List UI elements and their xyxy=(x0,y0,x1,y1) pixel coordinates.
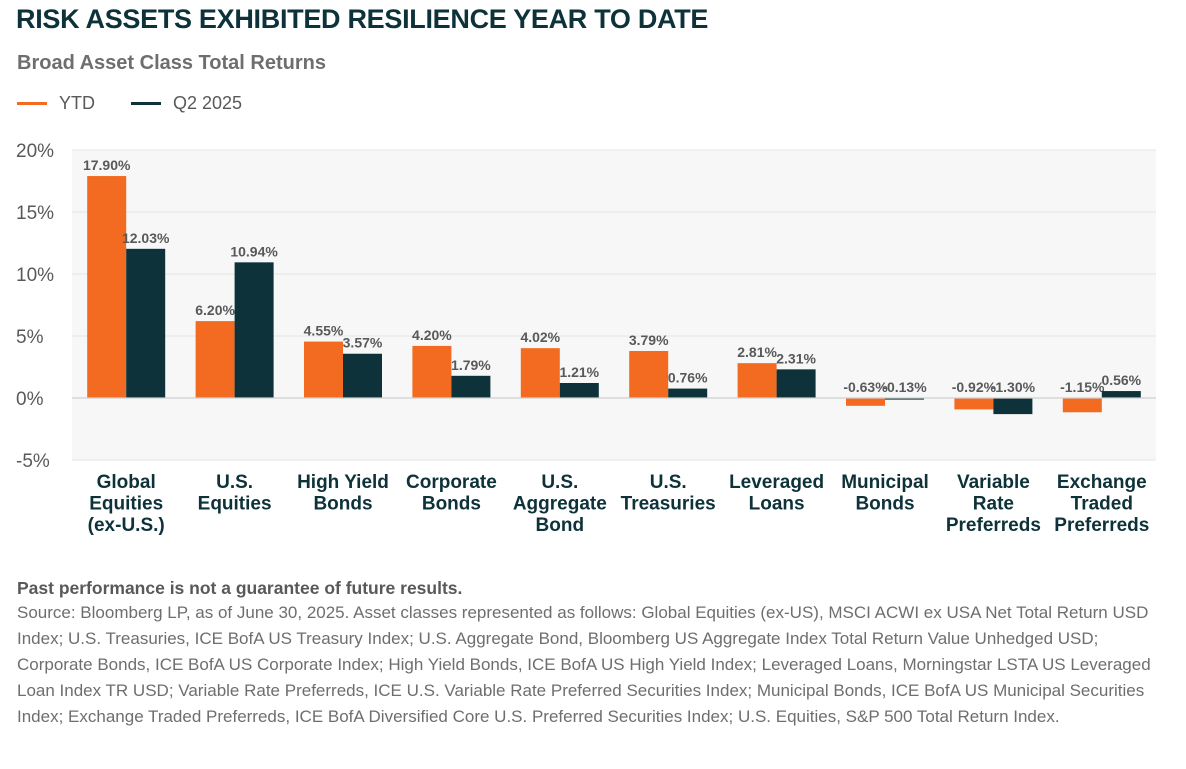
bar-q2-4 xyxy=(559,382,599,398)
x-category-label: U.S. Equities xyxy=(198,472,272,515)
bar-ytd-1 xyxy=(195,321,235,398)
x-category-label-line: Corporate xyxy=(406,472,497,493)
x-category-label-line: Global xyxy=(97,472,156,493)
data-label-q2: 2.31% xyxy=(776,350,816,366)
data-label-ytd: 17.90% xyxy=(83,157,131,173)
data-label-ytd: -0.63% xyxy=(843,379,888,395)
legend: YTD Q2 2025 xyxy=(17,93,278,114)
x-category-label: Global Equities (ex-U.S.) xyxy=(88,472,165,536)
x-category-label-line: Bonds xyxy=(422,494,481,515)
legend-swatch-q2 xyxy=(131,102,161,105)
x-category-label-line: Variable xyxy=(957,472,1030,493)
y-tick-label: -5% xyxy=(16,451,50,472)
x-category-label-line: High Yield xyxy=(297,472,389,493)
x-category-label-line: Equities xyxy=(198,494,272,515)
data-label-q2: 1.21% xyxy=(559,364,599,380)
data-label-q2: 3.57% xyxy=(343,335,383,351)
data-label-ytd: 3.79% xyxy=(629,332,669,348)
bar-ytd-4 xyxy=(520,348,560,398)
data-label-ytd: -0.92% xyxy=(952,379,997,395)
chart-title: RISK ASSETS EXHIBITED RESILIENCE YEAR TO… xyxy=(16,4,709,34)
bar-ytd-5 xyxy=(629,351,669,398)
x-category-label-line: U.S. xyxy=(216,472,253,493)
bar-ytd-9 xyxy=(1062,398,1102,413)
data-label-q2: 0.76% xyxy=(668,370,708,386)
x-category-label: High Yield Bonds xyxy=(297,472,389,515)
data-label-q2: 10.94% xyxy=(230,243,278,259)
x-category-label-line: Loans xyxy=(749,494,805,515)
y-tick-label: 0% xyxy=(16,389,44,410)
legend-item-q2: Q2 2025 xyxy=(131,93,242,114)
x-category-label-line: Equities xyxy=(89,494,163,515)
x-category-label: Variable Rate Preferreds xyxy=(946,472,1041,536)
disclaimer: Past performance is not a guarantee of f… xyxy=(17,578,463,598)
x-category-label-line: Preferreds xyxy=(1054,515,1149,536)
y-tick-label: 15% xyxy=(16,203,54,224)
x-category-label-line: Traded xyxy=(1071,494,1133,515)
x-category-label-line: Preferreds xyxy=(946,515,1041,536)
bar-q2-3 xyxy=(451,375,491,398)
y-tick-label: 20% xyxy=(16,141,54,162)
x-category-label-line: (ex-U.S.) xyxy=(88,515,165,536)
data-label-q2: 1.79% xyxy=(451,357,491,373)
bar-chart: 20% 15% 10% 5% 0% -5% 17.90% 6.20% 4.55% 4.20% 4.0… xyxy=(16,141,1156,536)
x-category-label-line: Leveraged xyxy=(729,472,824,493)
legend-label-q2: Q2 2025 xyxy=(173,93,243,113)
data-label-ytd: 4.02% xyxy=(520,329,560,345)
x-category-label-line: Bonds xyxy=(313,494,372,515)
x-category-label-line: U.S. xyxy=(650,472,687,493)
data-label-ytd: 4.20% xyxy=(412,327,452,343)
data-label-ytd: 2.81% xyxy=(737,344,777,360)
data-label-ytd: -1.15% xyxy=(1060,379,1105,395)
x-category-label: Corporate Bonds xyxy=(406,472,497,515)
y-tick-label: 5% xyxy=(16,327,44,348)
legend-item-ytd: YTD xyxy=(17,93,95,114)
data-label-ytd: 6.20% xyxy=(195,302,235,318)
x-category-label-line: U.S. xyxy=(541,472,578,493)
x-category-label: U.S. Treasuries xyxy=(621,472,716,515)
bar-ytd-7 xyxy=(846,398,885,406)
chart-subtitle: Broad Asset Class Total Returns xyxy=(17,52,326,74)
legend-swatch-ytd xyxy=(17,102,47,105)
x-category-label: Municipal Bonds xyxy=(841,472,929,515)
x-category-label-line: Treasuries xyxy=(621,494,716,515)
bar-q2-0 xyxy=(126,248,166,398)
x-category-label: Leveraged Loans xyxy=(729,472,824,515)
x-category-label-line: Municipal xyxy=(841,472,929,493)
data-label-q2: 12.03% xyxy=(122,230,170,246)
bar-q2-2 xyxy=(343,353,382,398)
x-category-label-line: Aggregate xyxy=(513,494,607,515)
data-label-q2: -0.13% xyxy=(882,379,927,395)
x-category-label-line: Bonds xyxy=(855,494,914,515)
bar-q2-9 xyxy=(1101,391,1141,398)
legend-label-ytd: YTD xyxy=(59,93,95,113)
data-label-ytd: 4.55% xyxy=(304,323,344,339)
bar-q2-7 xyxy=(885,398,924,400)
bar-q2-6 xyxy=(776,369,816,398)
bar-ytd-6 xyxy=(737,363,777,398)
x-category-label-line: Exchange xyxy=(1057,472,1147,493)
bar-ytd-0 xyxy=(87,176,127,398)
x-category-label: Exchange Traded Preferreds xyxy=(1054,472,1149,536)
bar-ytd-8 xyxy=(954,398,994,410)
data-label-q2: 0.56% xyxy=(1101,372,1141,388)
source-note: Source: Bloomberg LP, as of June 30, 202… xyxy=(17,603,1151,726)
data-label-q2: -1.30% xyxy=(991,379,1036,395)
x-category-label-line: Rate xyxy=(973,494,1014,515)
x-category-label: U.S. Aggregate Bond xyxy=(513,472,607,536)
bar-ytd-3 xyxy=(412,345,452,398)
bar-q2-5 xyxy=(668,388,708,398)
bar-ytd-2 xyxy=(304,341,343,398)
x-category-label-line: Bond xyxy=(536,515,585,536)
bar-q2-8 xyxy=(993,398,1033,415)
y-tick-label: 10% xyxy=(16,265,54,286)
footnote: Past performance is not a guarantee of f… xyxy=(17,576,1167,730)
bar-q2-1 xyxy=(234,262,274,398)
